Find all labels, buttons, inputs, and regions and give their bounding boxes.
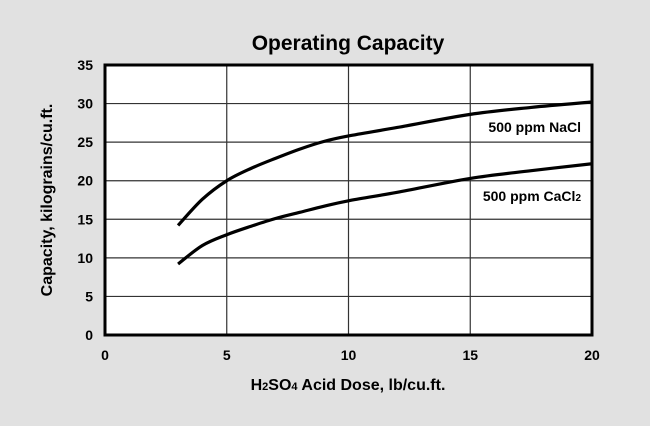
- data-series: [176, 100, 593, 266]
- series-label-cacl2: 500 ppm CaCl2: [483, 188, 582, 204]
- x-tick-label: 15: [462, 347, 478, 363]
- x-tick-label: 20: [584, 347, 600, 363]
- series-label-nacl: 500 ppm NaCl: [488, 119, 581, 135]
- x-tick-label: 0: [101, 347, 109, 363]
- y-tick-label: 0: [85, 327, 93, 343]
- y-tick-label: 15: [77, 211, 93, 227]
- x-axis-label: H2SO4 Acid Dose, lb/cu.ft.: [251, 377, 446, 394]
- y-tick-label: 10: [77, 250, 93, 266]
- y-tick-label: 25: [77, 134, 93, 150]
- series-line-nacl: [176, 100, 593, 227]
- series-line-cacl2: [177, 162, 593, 266]
- x-tick-labels: 0 5 10 15 20: [101, 347, 600, 363]
- y-axis-label: Capacity, kilograins/cu.ft.: [39, 104, 56, 297]
- y-tick-labels: 0 5 10 15 20 25 30 35: [77, 57, 93, 343]
- x-tick-label: 10: [341, 347, 357, 363]
- y-tick-label: 20: [77, 173, 93, 189]
- plot-frame: [103, 63, 594, 337]
- y-tick-label: 30: [77, 96, 93, 112]
- chart-title: Operating Capacity: [252, 32, 445, 55]
- y-tick-label: 5: [85, 288, 93, 304]
- y-tick-label: 35: [77, 57, 93, 73]
- x-tick-label: 5: [223, 347, 231, 363]
